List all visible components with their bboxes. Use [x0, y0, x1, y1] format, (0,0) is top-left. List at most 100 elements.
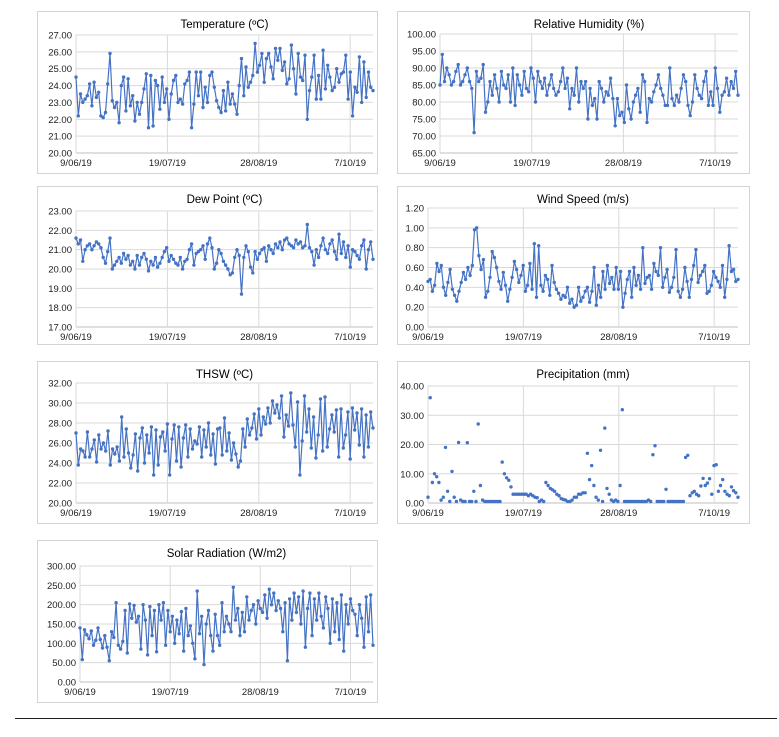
thsw-data-point — [279, 394, 284, 398]
solar-radiation-data-point — [324, 595, 328, 599]
dew-point-data-point — [276, 246, 280, 250]
thsw-data-point — [222, 416, 227, 420]
temperature-data-point — [326, 63, 330, 67]
dew-point-y-tick-label: 21.00 — [48, 245, 72, 256]
solar-radiation-data-point — [315, 618, 319, 622]
solar-radiation-data-point — [290, 618, 294, 622]
precipitation-data-point — [705, 481, 710, 485]
thsw-data-point — [350, 406, 355, 410]
wind-speed-data-point — [652, 261, 656, 266]
thsw-data-point — [154, 428, 158, 432]
thsw-data-point — [330, 413, 334, 417]
solar-radiation-data-point — [170, 614, 175, 618]
thsw-data-point — [341, 446, 345, 450]
solar-radiation-data-point — [78, 626, 82, 630]
relative-humidity-data-point — [638, 110, 642, 114]
dew-point-data-point — [201, 244, 205, 248]
temperature-data-point — [185, 78, 189, 83]
relative-humidity-data-point — [665, 103, 670, 108]
wind-speed-data-point — [463, 277, 468, 282]
wind-speed-data-point — [486, 289, 490, 293]
precipitation-data-point — [574, 495, 579, 499]
precipitation-data-point — [697, 494, 701, 498]
thsw-data-point — [88, 455, 92, 459]
wind-speed-data-point — [689, 277, 694, 282]
relative-humidity-data-point — [724, 76, 729, 80]
thsw-x-tick-label: 28/08/19 — [240, 508, 277, 519]
thsw-data-point — [122, 455, 126, 459]
wind-speed-data-point — [528, 261, 532, 266]
dew-point-data-point — [260, 248, 264, 252]
temperature-data-point — [369, 85, 373, 90]
solar-radiation-data-point — [161, 601, 166, 605]
dew-point-data-point — [285, 236, 289, 240]
dew-point-data-point — [214, 261, 219, 265]
wind-speed-data-point — [583, 289, 587, 293]
thsw-data-point — [307, 407, 311, 411]
dew-point-data-point — [350, 248, 355, 252]
temperature-data-point — [248, 80, 253, 84]
temperature-data-point — [210, 70, 214, 74]
dew-point-data-point — [298, 240, 303, 244]
solar-radiation-data-point — [175, 618, 179, 622]
solar-radiation-data-point — [85, 633, 89, 637]
relative-humidity-x-tick-label: 9/06/19 — [424, 158, 456, 169]
temperature-data-point — [242, 94, 246, 98]
wind-speed-data-point — [581, 295, 585, 299]
wind-speed-data-point — [477, 253, 481, 258]
temperature-data-point — [155, 83, 160, 88]
dew-point-data-point — [296, 242, 300, 246]
temperature-data-point — [103, 110, 108, 115]
relative-humidity-data-point — [736, 93, 740, 97]
solar-radiation-data-point — [229, 630, 233, 634]
solar-radiation-data-point — [317, 591, 321, 595]
relative-humidity-data-point — [527, 90, 531, 94]
thsw-data-point — [277, 416, 281, 420]
dew-point-data-point — [183, 259, 187, 263]
precipitation-data-point — [692, 489, 696, 493]
temperature-data-point — [178, 97, 182, 101]
temperature-data-point — [101, 115, 105, 120]
temperature-y-tick-label: 22.00 — [48, 115, 72, 126]
dew-point-data-point — [176, 263, 180, 267]
dew-point-data-point — [171, 257, 176, 261]
temperature-data-point — [208, 73, 212, 78]
dew-point-data-point — [371, 257, 375, 261]
wind-speed-data-point — [556, 291, 561, 295]
solar-radiation-data-point — [177, 632, 181, 636]
thsw-data-point — [108, 463, 113, 467]
temperature-data-point — [239, 56, 244, 61]
solar-radiation-data-point — [272, 591, 276, 595]
precipitation-data-point — [500, 460, 504, 464]
relative-humidity-data-point — [465, 66, 469, 70]
thsw-data-point — [170, 437, 174, 441]
solar-radiation-data-point — [281, 630, 285, 634]
dew-point-series-line — [75, 223, 374, 295]
solar-radiation-data-point — [215, 633, 220, 638]
thsw-data-point — [140, 426, 144, 430]
temperature-x-tick-label: 9/06/19 — [60, 158, 92, 169]
relative-humidity-data-point — [686, 103, 690, 108]
wind-speed-data-point — [634, 283, 638, 287]
dew-point-data-point — [235, 248, 239, 252]
wind-speed-data-point — [692, 263, 696, 268]
wind-speed-data-point — [599, 295, 603, 299]
dew-point-data-point — [323, 248, 328, 252]
precipitation-data-point — [653, 444, 657, 448]
thsw-data-point — [343, 433, 348, 437]
wind-speed-data-point — [585, 285, 590, 289]
relative-humidity-data-point — [565, 76, 570, 80]
temperature-y-tick-label: 25.00 — [48, 64, 72, 75]
relative-humidity-data-point — [586, 117, 590, 121]
precipitation-x-tick-label: 9/06/19 — [412, 508, 444, 519]
solar-radiation-data-point — [333, 630, 337, 634]
dew-point-data-point — [246, 249, 250, 254]
thsw-y-tick-label: 26.00 — [48, 439, 72, 450]
thsw-chart: THSW (ºC) 20.00 22.00 24.00 26.00 28.00 30.00 3… — [48, 369, 375, 519]
wind-speed-data-point — [572, 305, 576, 309]
temperature-data-point — [135, 100, 139, 105]
temperature-data-point — [137, 112, 142, 116]
dew-point-data-point — [346, 244, 350, 248]
solar-radiation-data-point — [328, 641, 332, 645]
thsw-data-point — [337, 455, 341, 459]
